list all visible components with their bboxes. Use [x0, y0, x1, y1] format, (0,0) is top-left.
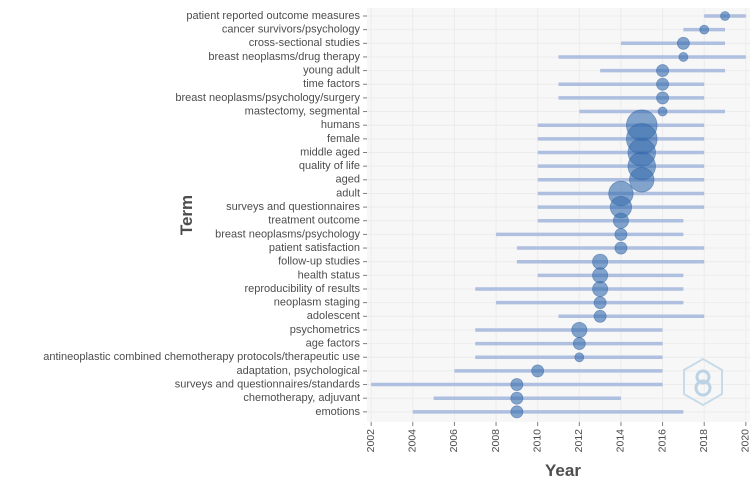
term-bubble [593, 296, 607, 310]
term-label: adolescent [307, 310, 360, 322]
y-ticks [363, 15, 367, 413]
term-label: age factors [306, 338, 361, 350]
term-label: quality of life [299, 160, 360, 172]
term-label: adaptation, psychological [236, 365, 360, 377]
bibliometrix-logo-icon [683, 357, 723, 407]
x-tick-label: 2010 [531, 429, 543, 453]
term-bubble [629, 167, 655, 193]
term-label: surveys and questionnaires [226, 201, 360, 213]
term-bubble [656, 64, 670, 78]
term-label: breast neoplasms/psychology [215, 228, 360, 240]
term-label: time factors [303, 78, 360, 90]
term-bubble [612, 212, 629, 229]
term-label: cancer survivors/psychology [222, 24, 361, 36]
term-bubble [571, 321, 588, 338]
term-label: health status [298, 269, 361, 281]
term-label: cross-sectional studies [249, 37, 361, 49]
y-tick-labels: patient reported outcome measures cancer … [43, 10, 360, 418]
x-tick-label: 2006 [448, 429, 460, 453]
term-ranges [371, 14, 746, 414]
y-axis-title: Term [177, 195, 196, 235]
x-tick-label: 2020 [740, 429, 752, 453]
x-tick-label: 2002 [365, 429, 377, 453]
term-label: breast neoplasms/drug therapy [208, 51, 360, 63]
term-label: emotions [315, 406, 360, 418]
term-label: psychometrics [290, 324, 361, 336]
term-label: patient satisfaction [269, 242, 360, 254]
term-bubble [531, 364, 545, 378]
term-bubble [699, 24, 710, 35]
term-bubble [614, 227, 628, 241]
term-bubble [614, 241, 628, 255]
term-bubble [657, 106, 668, 117]
term-bubbles [510, 11, 730, 419]
x-tick-label: 2016 [656, 429, 668, 453]
x-ticks [370, 422, 747, 426]
term-label: surveys and questionnaires/standards [175, 378, 361, 390]
x-axis-title: Year [545, 461, 581, 480]
term-label: mastectomy, segmental [245, 105, 360, 117]
term-label: antineoplastic combined chemotherapy pro… [43, 351, 360, 363]
term-label: breast neoplasms/psychology/surgery [175, 92, 360, 104]
term-label: adult [336, 187, 360, 199]
term-bubble [510, 405, 524, 419]
term-label: follow-up studies [278, 256, 360, 268]
x-tick-label: 2008 [490, 429, 502, 453]
term-label: reproducibility of results [244, 283, 360, 295]
term-bubble [574, 352, 585, 363]
x-tick-labels: 2002 2004 2006 2008 2010 2012 2014 2016 2018 2020 [365, 429, 752, 453]
term-bubble [676, 36, 690, 50]
term-bubble [510, 391, 524, 405]
term-label: middle aged [300, 146, 360, 158]
term-label: humans [321, 119, 361, 131]
term-bubble [656, 91, 670, 105]
term-label: patient reported outcome measures [186, 10, 360, 22]
term-label: neoplasm staging [274, 297, 360, 309]
term-label: female [327, 133, 360, 145]
term-bubble [510, 378, 524, 392]
x-tick-label: 2014 [615, 429, 627, 453]
term-bubble [572, 337, 586, 351]
term-label: young adult [303, 65, 360, 77]
term-bubble [593, 309, 607, 323]
x-tick-label: 2012 [573, 429, 585, 453]
term-label: aged [336, 174, 360, 186]
term-bubble [656, 77, 670, 91]
term-bubble [678, 52, 689, 62]
x-tick-label: 2018 [698, 429, 710, 453]
term-bubble [720, 11, 730, 21]
term-bubble [592, 253, 609, 270]
plot-panel [367, 8, 750, 422]
term-bubble [592, 267, 609, 284]
term-label: treatment outcome [268, 215, 360, 227]
term-label: chemotherapy, adjuvant [243, 392, 360, 404]
x-tick-label: 2004 [407, 429, 419, 453]
term-bubble [592, 280, 609, 297]
